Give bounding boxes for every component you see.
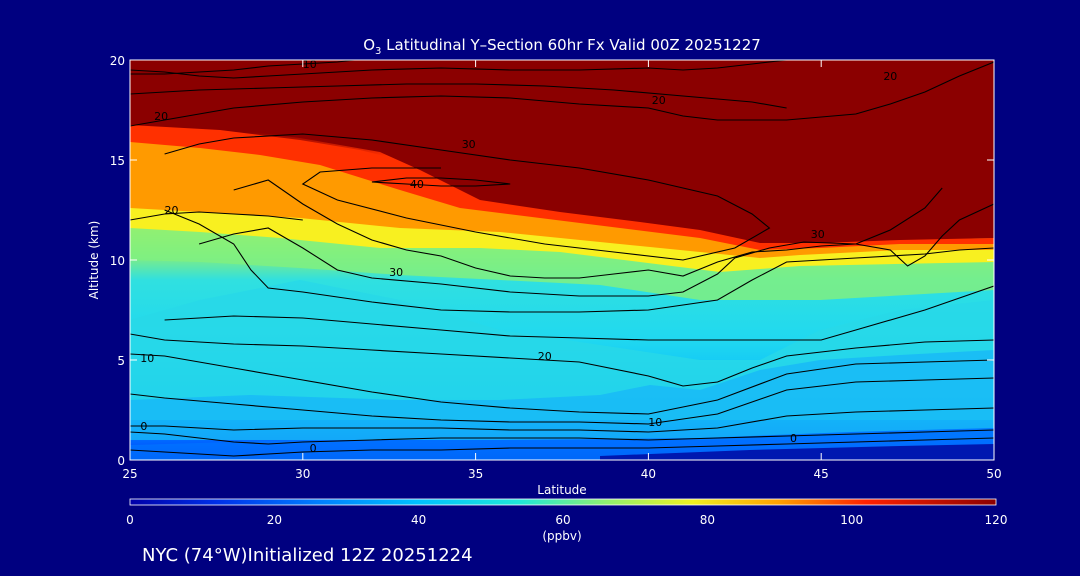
field-red-band	[130, 125, 994, 250]
contour-label: 0	[790, 432, 797, 445]
colorbar-tick-label: 0	[126, 513, 134, 527]
y-tick-label: 20	[110, 54, 125, 68]
colorbar-tick-label: 60	[555, 513, 570, 527]
contour-label: 30	[811, 228, 825, 241]
contour-label: 20	[538, 350, 552, 363]
x-axis-label: Latitude	[537, 483, 586, 497]
x-tick-label: 50	[986, 467, 1001, 481]
x-tick-label: 30	[295, 467, 310, 481]
contour-label: 20	[883, 70, 897, 83]
contour-line-10	[130, 353, 994, 415]
contour-label: 0	[310, 442, 317, 455]
contour-label: 40	[410, 178, 424, 191]
colorbar: 0 20 40 60 80 100 120 (ppbv)	[126, 498, 1007, 543]
contour-label: 20	[164, 204, 178, 217]
contour-line-0	[130, 429, 994, 445]
x-tick-label: 40	[641, 467, 656, 481]
colorbar-ticks: 0 20 40 60 80 100 120	[126, 513, 1007, 527]
contour-line-10	[130, 60, 355, 75]
contour-label: 30	[462, 138, 476, 151]
contour-line-20	[164, 285, 994, 341]
contour-line-0	[130, 437, 994, 457]
contour-labels: 10 20 30 40 20 30 30 20 20 20 10 10 0 0 0	[140, 58, 897, 455]
y-axis-label: Altitude (km)	[87, 221, 101, 300]
colorbar-tick-label: 40	[411, 513, 426, 527]
x-tick-label: 45	[814, 467, 829, 481]
contour-line-30	[233, 179, 943, 279]
contour-line-30	[164, 133, 771, 261]
field-deep-blue-band	[600, 444, 994, 460]
x-tick-label: 25	[122, 467, 137, 481]
colorbar-tick-label: 20	[267, 513, 282, 527]
contour-line-20	[130, 61, 994, 127]
contour-label: 10	[648, 416, 662, 429]
y-axis: 0 5 10 15 20	[110, 54, 994, 468]
contour-label: 10	[303, 58, 317, 71]
x-tick-label: 35	[468, 467, 483, 481]
y-tick-label: 0	[117, 454, 125, 468]
plot-field: 10 20 30 40 20 30 30 20 20 20 10 10 0 0 0	[130, 58, 994, 460]
contour-line-20	[130, 333, 994, 387]
colorbar-gradient	[129, 498, 997, 506]
chart-title: O3 Latitudinal Y–Section 60hr Fx Valid 0…	[363, 36, 761, 57]
contour-label: 20	[652, 94, 666, 107]
colorbar-tick-label: 100	[840, 513, 863, 527]
contour-line-10	[130, 60, 787, 79]
colorbar-tick-label: 120	[985, 513, 1008, 527]
contour-label: 10	[140, 352, 154, 365]
contour-line-0	[130, 407, 994, 433]
contour-lines	[130, 60, 994, 457]
contour-line-30	[198, 203, 994, 297]
station-info: NYC (74°W)Initialized 12Z 20251224	[142, 545, 473, 566]
y-tick-label: 10	[110, 254, 125, 268]
contour-line-40	[371, 177, 511, 187]
contour-label: 20	[154, 110, 168, 123]
field-dark-red-top	[130, 60, 994, 243]
contour-line-10	[130, 377, 994, 425]
contour-label: 0	[140, 420, 147, 433]
x-axis: 25 30 35 40 45 50	[122, 60, 1002, 481]
contour-line-20	[164, 209, 994, 313]
y-tick-label: 5	[117, 354, 125, 368]
y-tick-label: 15	[110, 154, 125, 168]
contour-label: 30	[389, 266, 403, 279]
contour-line-20	[130, 211, 303, 221]
colorbar-unit-label: (ppbv)	[542, 529, 581, 543]
contour-line-10	[130, 83, 787, 109]
colorbar-tick-label: 80	[700, 513, 715, 527]
